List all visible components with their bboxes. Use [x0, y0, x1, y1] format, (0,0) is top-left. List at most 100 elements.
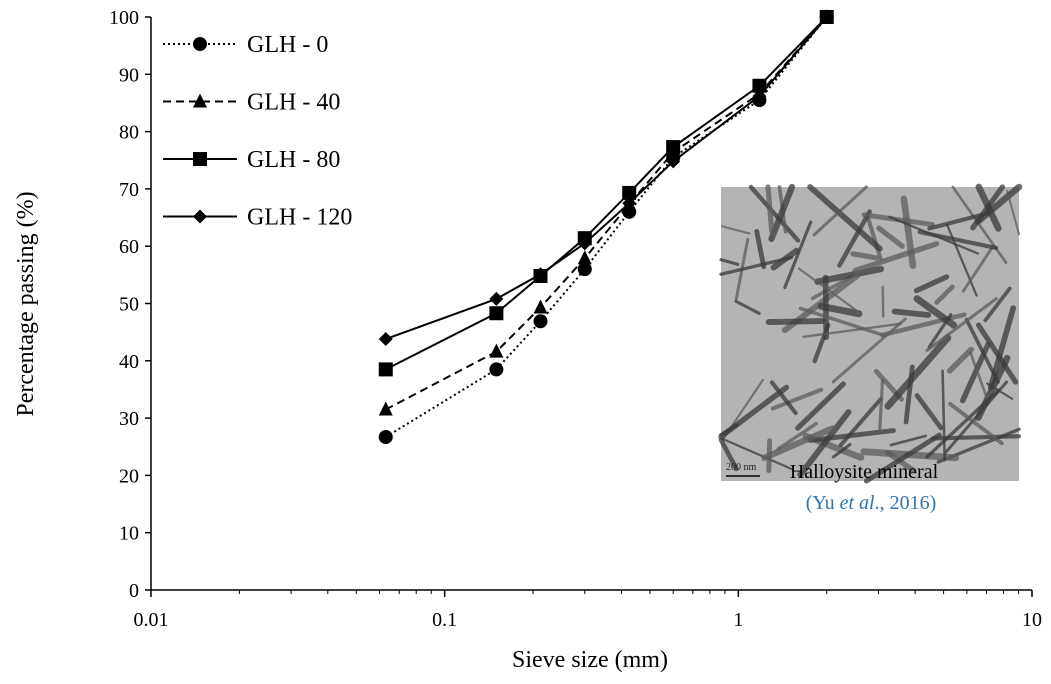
- marker: [622, 196, 637, 211]
- inset-fiber: [891, 308, 932, 318]
- y-tick-label: 20: [119, 465, 139, 487]
- y-tick-label: 30: [119, 408, 139, 430]
- marker: [193, 37, 207, 51]
- inset-fiber: [925, 388, 1001, 459]
- y-tick-label: 70: [119, 179, 139, 201]
- marker: [378, 401, 393, 416]
- series-line: [385, 16, 828, 340]
- inset-fiber: [783, 220, 813, 290]
- marker: [752, 78, 767, 93]
- y-tick-label: 50: [119, 294, 139, 316]
- marker: [378, 332, 393, 347]
- inset-fiber: [765, 318, 826, 325]
- inset-fiber: [927, 211, 990, 231]
- y-tick-label: 40: [119, 351, 139, 373]
- inset-fiber: [831, 442, 852, 459]
- marker: [489, 362, 504, 377]
- inset-fiber: [719, 258, 740, 266]
- legend-label: GLH - 120: [247, 205, 352, 231]
- inset-fiber: [720, 225, 751, 235]
- inset-fiber: [770, 387, 824, 411]
- inset-citation: (Yu et al., 2016): [806, 492, 937, 514]
- inset-fiber: [881, 285, 885, 318]
- inset-fiber: [837, 209, 872, 268]
- inset-fiber: [889, 434, 928, 447]
- inset-fiber: [903, 364, 915, 425]
- inset-fiber: [1006, 189, 1021, 236]
- marker: [819, 10, 834, 24]
- series-line: [385, 16, 828, 371]
- inset-caption: Halloysite mineral: [790, 461, 939, 483]
- inset-fiber: [748, 184, 801, 243]
- inset-fiber: [914, 393, 944, 431]
- inset-fiber: [934, 284, 955, 305]
- inset-fiber: [768, 183, 796, 243]
- marker: [193, 93, 207, 108]
- inset-fiber: [863, 432, 942, 484]
- inset-fiber: [880, 312, 967, 338]
- inset-fiber: [754, 228, 767, 270]
- x-tick-label: 0.1: [432, 609, 457, 631]
- marker: [193, 209, 207, 224]
- inset-fiber: [831, 317, 907, 384]
- inset-fiber: [878, 378, 885, 433]
- inset-fiber: [884, 334, 952, 410]
- legend-label: GLH - 80: [247, 147, 340, 173]
- inset-fiber: [807, 184, 883, 252]
- inset-fiber: [822, 274, 830, 340]
- inset-fiber: [802, 322, 902, 339]
- y-tick-label: 80: [119, 122, 139, 144]
- inset-fiber: [850, 251, 879, 261]
- marker: [577, 236, 592, 251]
- inset-scale-label: 200 nm: [726, 462, 757, 473]
- series-line: [385, 16, 828, 438]
- y-tick-label: 60: [119, 236, 139, 258]
- inset-fiber: [852, 241, 940, 274]
- inset-fiber: [769, 380, 798, 416]
- inset-fiber: [718, 437, 739, 472]
- inset-fiber: [797, 409, 852, 478]
- marker: [666, 154, 681, 169]
- inset-fiber: [913, 274, 950, 294]
- marker: [489, 306, 504, 321]
- inset-fiber: [917, 229, 999, 251]
- inset-fiber: [798, 306, 886, 338]
- y-tick-label: 0: [129, 580, 139, 602]
- inset-fiber: [970, 184, 1006, 231]
- inset-fiber: [797, 267, 858, 312]
- inset-fiber: [941, 369, 947, 462]
- inset-fiber: [761, 425, 836, 462]
- marker: [577, 250, 592, 265]
- marker: [378, 362, 393, 377]
- marker: [193, 152, 207, 166]
- marker: [577, 262, 592, 277]
- inset-fibers: [718, 183, 1023, 484]
- inset-fiber: [961, 244, 995, 293]
- marker: [533, 267, 548, 282]
- inset-fiber: [876, 225, 905, 249]
- inset-fiber: [838, 397, 883, 448]
- inset-fiber: [721, 437, 793, 470]
- citation-rest: ., 2016: [875, 492, 930, 514]
- y-tick-label: 100: [109, 7, 139, 29]
- x-axis-label: Sieve size (mm): [512, 647, 668, 673]
- inset-fiber: [719, 255, 794, 276]
- citation-etal: et al: [840, 492, 875, 514]
- inset-fiber: [765, 184, 775, 234]
- inset-fiber: [795, 381, 846, 431]
- inset-fiber: [969, 351, 989, 399]
- y-tick-label: 90: [119, 64, 139, 86]
- inset-fiber: [812, 185, 868, 237]
- legend-label: GLH - 0: [247, 32, 328, 58]
- marker: [752, 89, 767, 104]
- x-tick-label: 0.01: [134, 609, 169, 631]
- citation-author: Yu: [812, 492, 839, 514]
- inset-fiber: [776, 421, 818, 451]
- legend-label: GLH - 40: [247, 90, 340, 116]
- series-line: [385, 16, 828, 411]
- marker: [489, 291, 504, 306]
- marker: [666, 140, 681, 155]
- marker: [622, 185, 637, 200]
- inset-fiber: [866, 215, 883, 261]
